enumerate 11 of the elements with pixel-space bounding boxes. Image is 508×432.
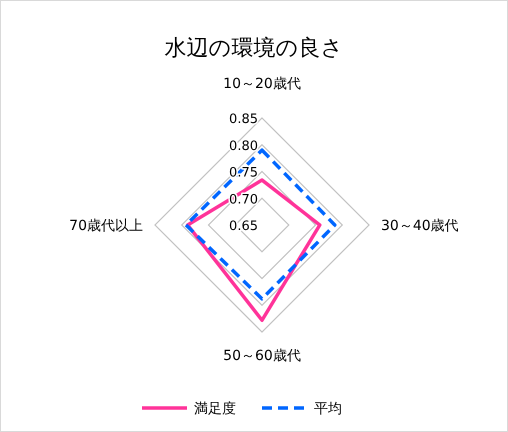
legend-label: 平均 bbox=[314, 401, 342, 417]
legend-label: 満足度 bbox=[194, 401, 236, 417]
spoke-label: 30～40歳代 bbox=[381, 218, 459, 234]
y-tick-label: 0.70 bbox=[229, 192, 258, 208]
y-tick-label: 0.85 bbox=[229, 112, 258, 127]
spoke-label: 10～20歳代 bbox=[223, 76, 301, 92]
y-tick-label: 0.80 bbox=[229, 138, 258, 154]
chart-title: 水辺の環境の良さ bbox=[164, 36, 344, 61]
spoke-label: 50～60歳代 bbox=[223, 348, 301, 364]
y-tick-label: 0.65 bbox=[229, 219, 258, 234]
spoke-label: 70歳代以上 bbox=[69, 218, 143, 234]
